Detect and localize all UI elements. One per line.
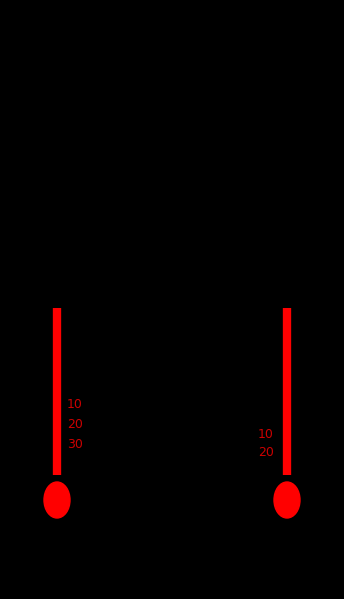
- Ellipse shape: [274, 482, 300, 518]
- Text: 20: 20: [258, 446, 274, 458]
- Ellipse shape: [44, 482, 70, 518]
- Text: 20: 20: [67, 419, 83, 431]
- Text: 10: 10: [67, 398, 83, 412]
- Text: 30: 30: [67, 438, 83, 452]
- Text: 10: 10: [258, 428, 274, 441]
